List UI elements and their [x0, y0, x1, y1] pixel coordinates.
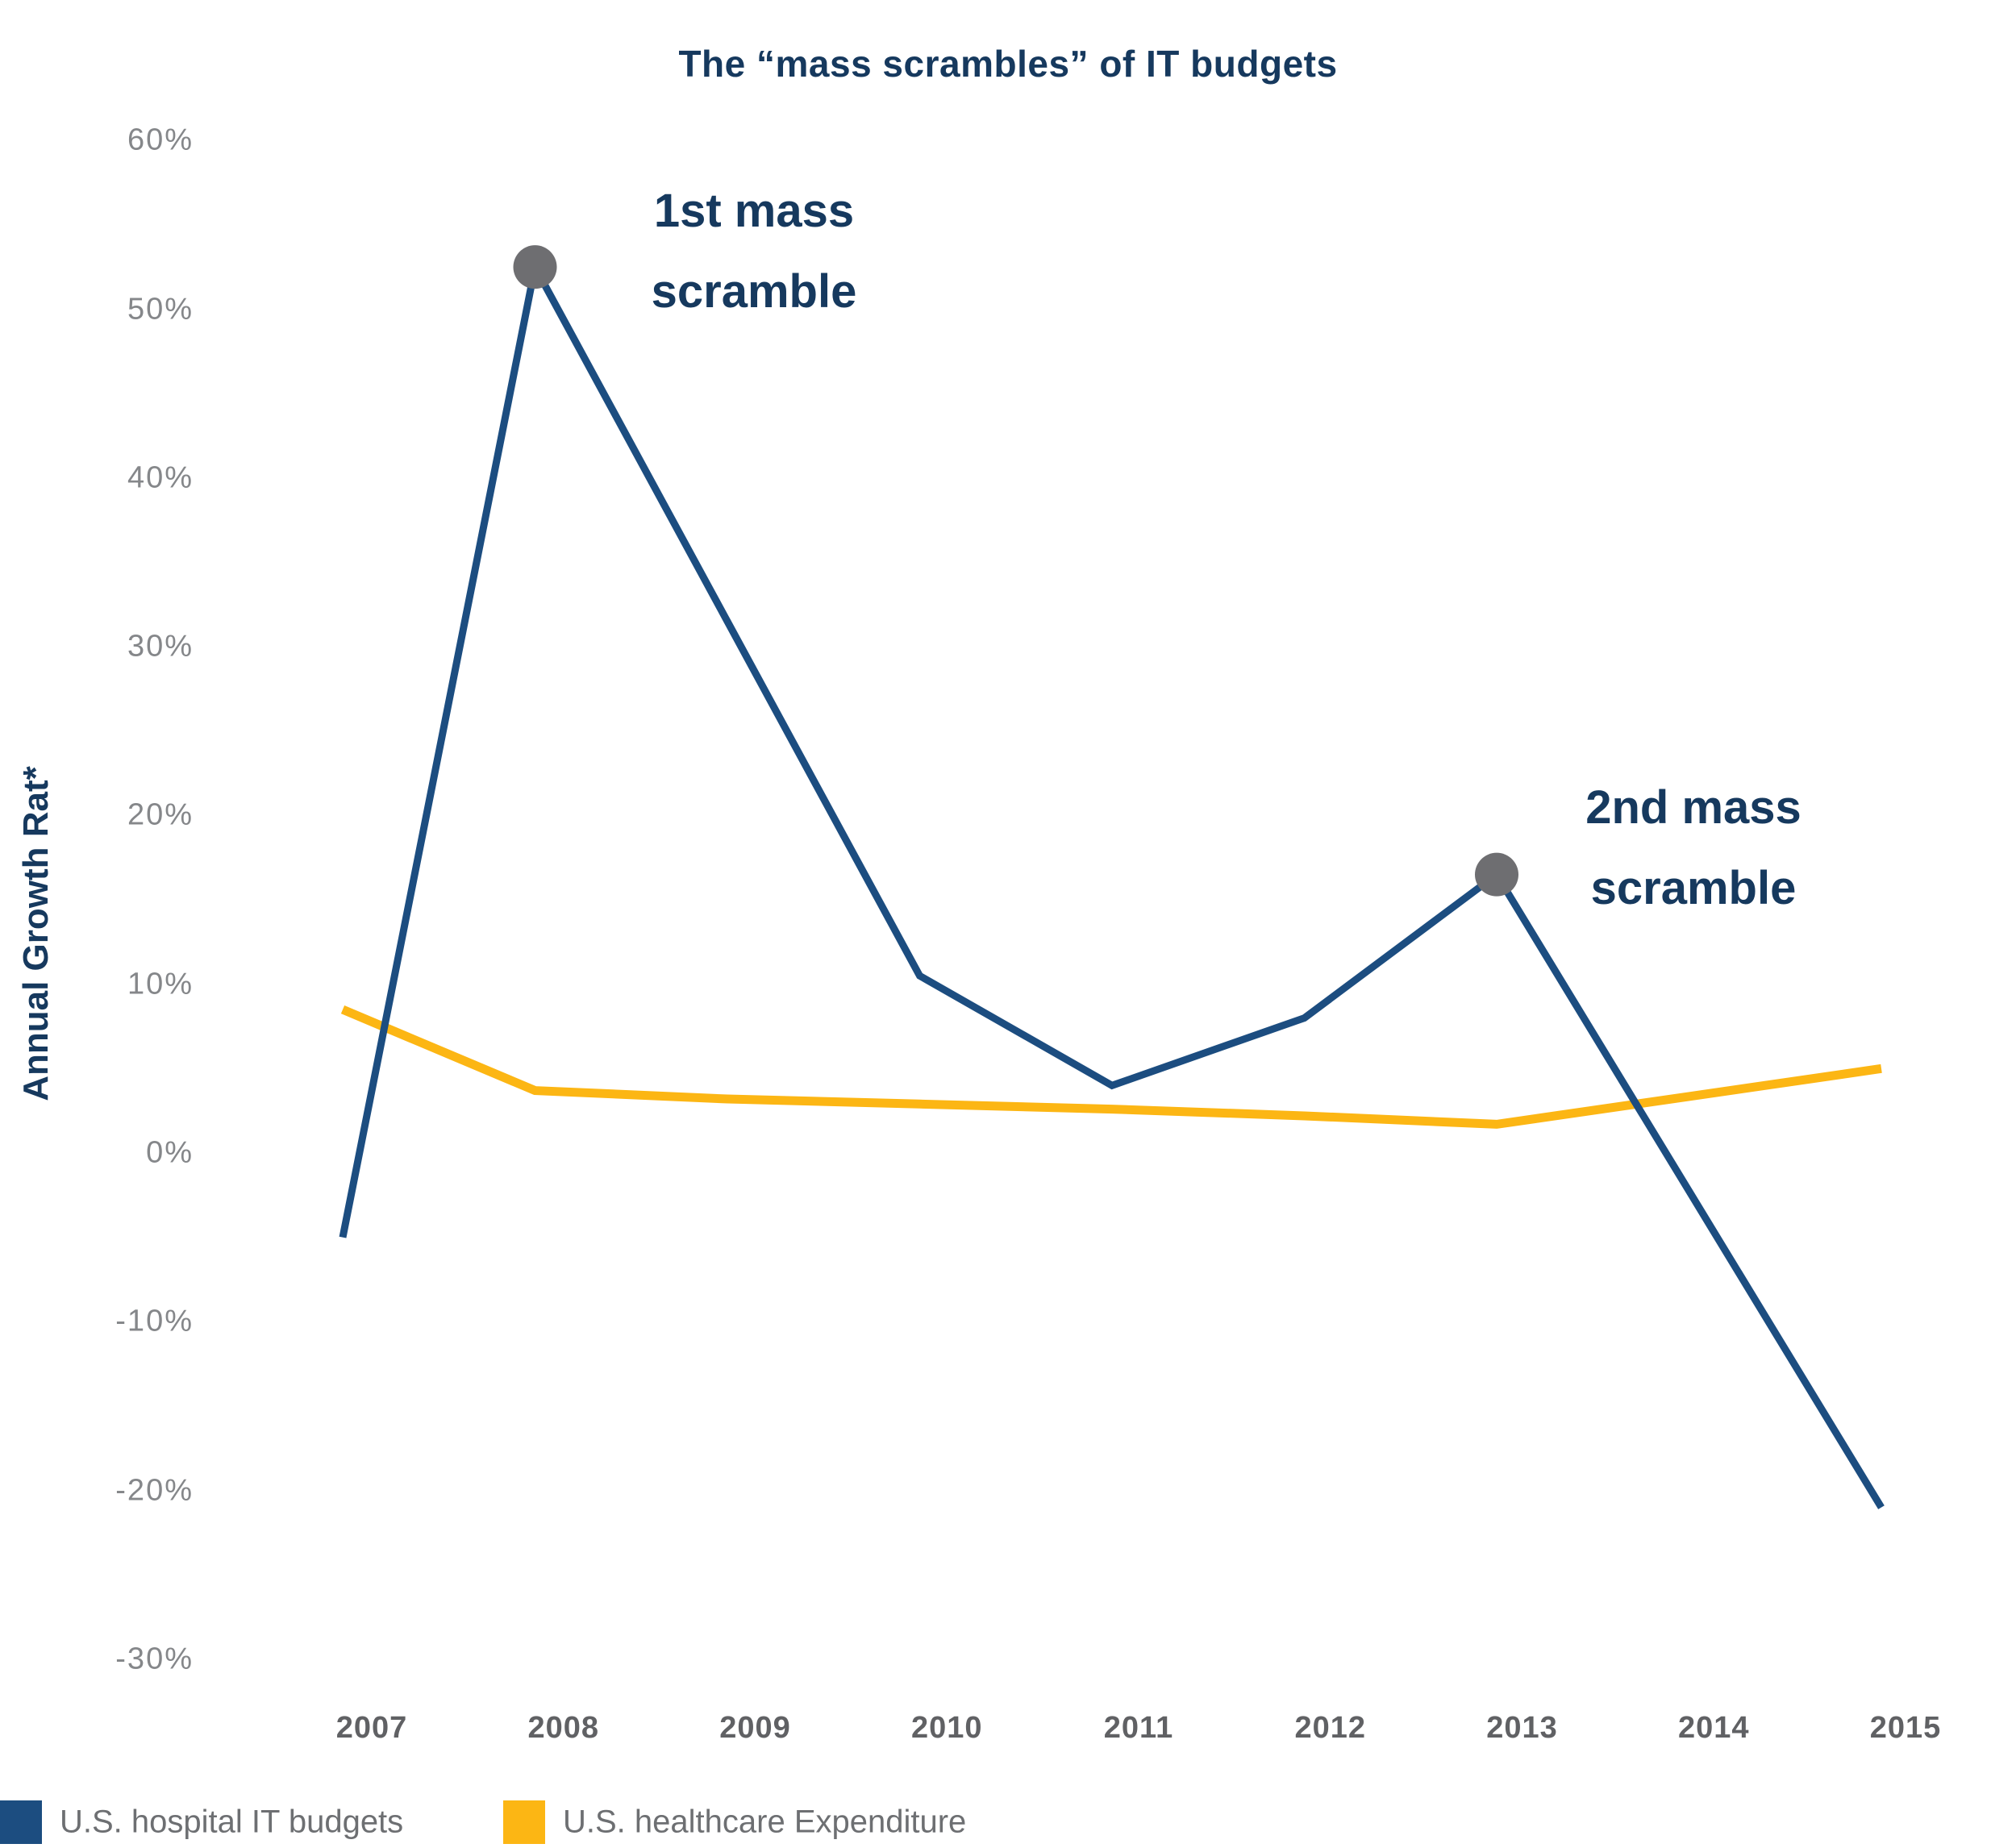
legend-swatch-yellow	[503, 1800, 545, 1844]
x-tick-label: 2011	[1103, 1711, 1174, 1745]
y-tick-label: 30%	[127, 629, 194, 664]
annotation-line: 1st mass	[653, 185, 855, 237]
y-tick-label: 50%	[127, 292, 194, 326]
healthcare-expenditure-line	[340, 1005, 1882, 1129]
y-tick-label: -30%	[115, 1642, 194, 1676]
x-tick-label: 2012	[1294, 1711, 1367, 1745]
y-axis-title: Annual Growth Rat*	[16, 766, 56, 1101]
y-tick-label: 10%	[127, 967, 194, 1001]
annotation-line: scramble	[651, 265, 857, 318]
peak-marker-dot	[1475, 852, 1518, 897]
legend-label: U.S. hospital IT budgets	[60, 1804, 404, 1840]
x-tick-label: 2007	[335, 1711, 408, 1745]
x-tick-label: 2015	[1869, 1711, 1942, 1745]
peak-marker-dot	[513, 245, 557, 289]
annotation-line: 2nd mass	[1585, 781, 1801, 834]
legend-label: U.S. healthcare Expenditure	[563, 1804, 967, 1840]
annotation-2nd-mass-scramble: 2nd mass scramble	[1585, 768, 1801, 929]
x-tick-label: 2008	[527, 1711, 600, 1745]
annotation-1st-mass-scramble: 1st mass scramble	[652, 171, 857, 332]
y-tick-label: -10%	[115, 1304, 194, 1338]
x-tick-label: 2013	[1486, 1711, 1558, 1745]
x-tick-label: 2014	[1677, 1711, 1750, 1745]
x-tick-label: 2009	[719, 1711, 791, 1745]
y-tick-label: 40%	[127, 460, 194, 495]
y-tick-label: 60%	[127, 123, 194, 157]
x-tick-label: 2010	[910, 1711, 983, 1745]
y-tick-label: 20%	[127, 797, 194, 832]
y-tick-label: -20%	[115, 1473, 194, 1508]
annotation-line: scramble	[1590, 862, 1797, 914]
legend-swatch-blue	[0, 1800, 42, 1844]
chart-title: The “mass scrambles” of IT budgets	[678, 43, 1338, 85]
hospital-it-budgets-line	[339, 256, 1885, 1509]
legend: U.S. hospital IT budgets U.S. healthcare…	[0, 1800, 2016, 1848]
y-tick-label: 0%	[146, 1135, 194, 1170]
